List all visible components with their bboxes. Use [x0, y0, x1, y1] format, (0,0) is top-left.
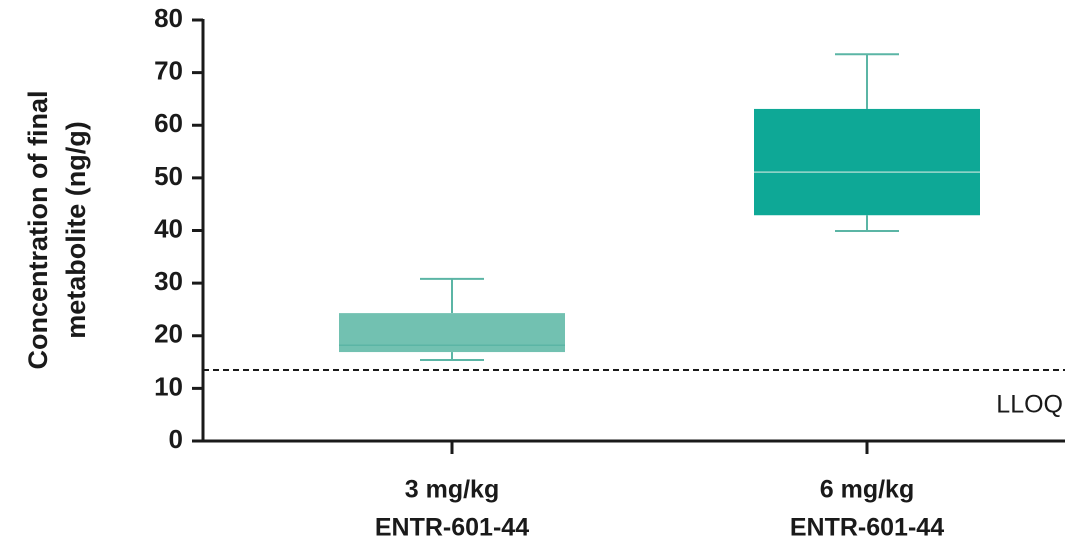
- box: [754, 108, 980, 216]
- y-tick-label: 50: [154, 161, 183, 191]
- x-tick-label: ENTR-601-44: [790, 514, 944, 540]
- y-axis-label: Concentration of final: [23, 91, 53, 370]
- y-tick-label: 30: [154, 266, 183, 296]
- x-tick-label: 6 mg/kg: [820, 476, 914, 504]
- y-tick-label: 40: [154, 213, 183, 243]
- reference-label: LLOQ: [996, 391, 1063, 419]
- x-tick-label: 3 mg/kg: [405, 476, 499, 504]
- y-tick-label: 70: [154, 56, 183, 86]
- y-axis-label: metabolite (ng/g): [61, 121, 91, 339]
- x-tick-label: ENTR-601-44: [375, 514, 529, 540]
- y-tick-label: 80: [154, 3, 183, 33]
- y-tick-label: 0: [169, 424, 183, 454]
- y-tick-label: 60: [154, 108, 183, 138]
- y-tick-label: 20: [154, 319, 183, 349]
- box: [339, 313, 565, 353]
- y-tick-label: 10: [154, 371, 183, 401]
